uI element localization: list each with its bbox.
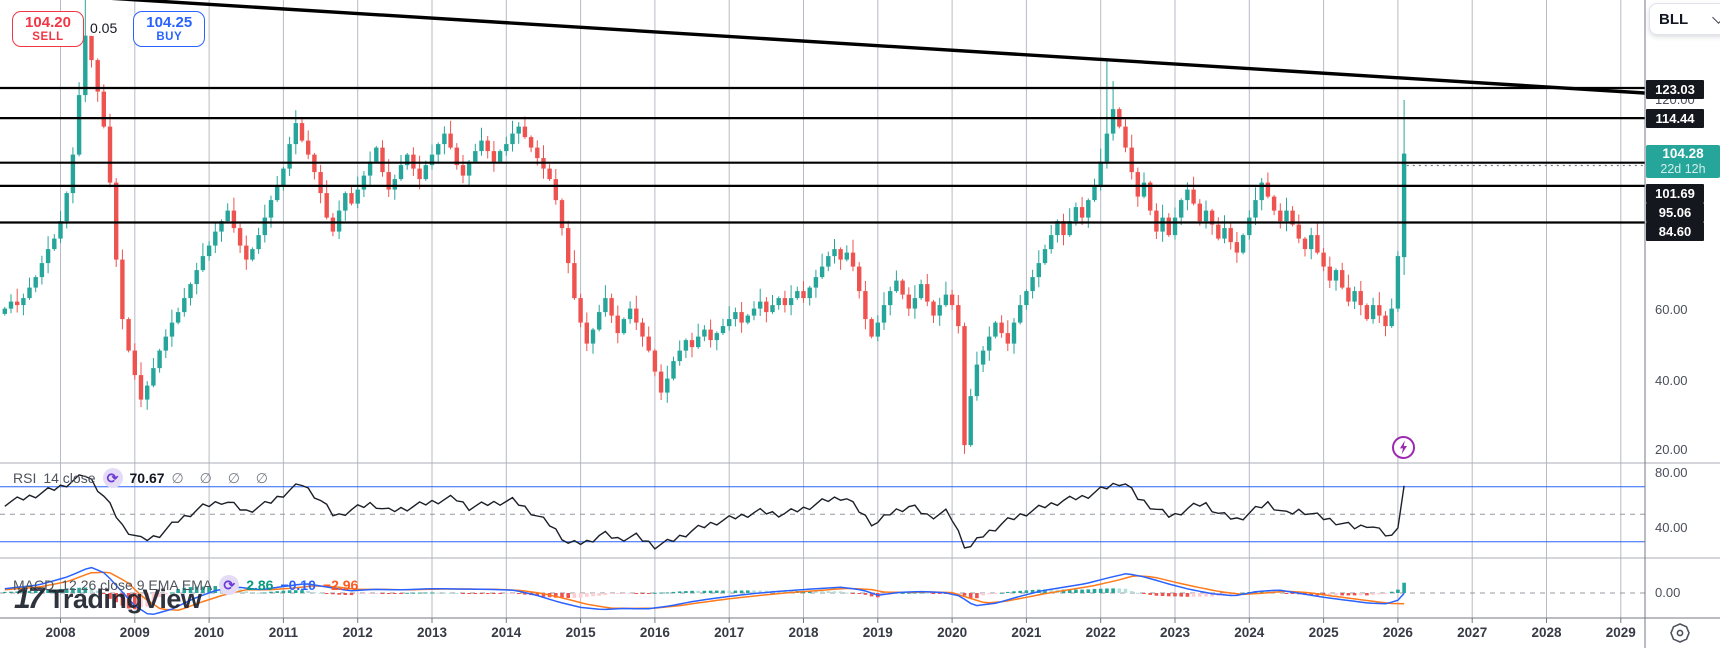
tradingview-logo-text: TradingView xyxy=(48,583,202,614)
price-level-badge: 101.69 xyxy=(1646,183,1704,203)
buy-label: BUY xyxy=(156,30,183,43)
macd-line-value: −0.10 xyxy=(280,577,316,593)
axis-year-label: 2029 xyxy=(1605,625,1636,640)
axis-year-label: 2025 xyxy=(1308,625,1339,640)
rsi-title: RSI xyxy=(13,470,37,486)
rsi-legend: RSI 14 close ⟳ 70.67 ∅ ∅ ∅ ∅ xyxy=(13,468,274,488)
macd-params: 12 26 close 9 EMA EMA xyxy=(61,577,213,593)
price-axis[interactable]: 120.00 60.00 40.00 20.00 80.00 40.00 0.00 123.0… xyxy=(1646,0,1720,618)
sell-price: 104.20 xyxy=(25,14,71,32)
sell-button[interactable]: 104.20 SELL xyxy=(12,11,84,47)
chevron-down-icon xyxy=(1712,10,1720,24)
axis-year-label: 2017 xyxy=(714,625,745,640)
macd-hist-value: 2.86 xyxy=(246,577,274,593)
axis-year-label: 2020 xyxy=(937,625,968,640)
axis-year-label: 2011 xyxy=(268,625,299,640)
axis-price-label: 60.00 xyxy=(1655,302,1688,317)
axis-year-label: 2010 xyxy=(194,625,225,640)
current-price-badge: 104.28 22d 12h xyxy=(1646,144,1720,178)
price-level-badge: 114.44 xyxy=(1646,108,1704,128)
axis-year-label: 2028 xyxy=(1531,625,1562,640)
axis-year-label: 2015 xyxy=(565,625,596,640)
axis-price-label: 80.00 xyxy=(1655,465,1688,480)
rsi-reload-icon[interactable]: ⟳ xyxy=(102,468,123,488)
macd-legend: MACD 12 26 close 9 EMA EMA ⟳ 2.86 −0.10 … xyxy=(13,575,358,595)
macd-signal-value: −2.96 xyxy=(322,577,359,593)
buy-button[interactable]: 104.25 BUY xyxy=(133,11,206,47)
buy-price: 104.25 xyxy=(146,14,193,32)
axis-year-label: 2014 xyxy=(491,625,522,640)
axis-year-label: 2012 xyxy=(342,625,373,640)
axis-year-label: 2009 xyxy=(119,625,150,640)
order-panel: 104.20 SELL 0.05 104.25 BUY xyxy=(12,11,206,47)
axis-year-label: 2023 xyxy=(1159,625,1191,640)
bar-countdown: 22d 12h xyxy=(1660,161,1706,176)
axis-year-label: 2021 xyxy=(1011,625,1042,640)
scale-settings-icon[interactable] xyxy=(1668,622,1692,644)
axis-year-label: 2026 xyxy=(1382,625,1413,640)
rsi-value: 70.67 xyxy=(129,470,165,486)
current-price: 104.28 xyxy=(1662,146,1704,162)
axis-price-label: 40.00 xyxy=(1655,373,1688,388)
event-lightning-icon[interactable] xyxy=(1391,435,1416,460)
axis-year-label: 2018 xyxy=(788,625,819,640)
symbol-selector[interactable]: BLL xyxy=(1649,3,1720,35)
axis-price-label: 40.00 xyxy=(1655,520,1688,535)
tradingview-logo: 17 TradingView xyxy=(14,582,202,616)
axis-year-label: 2013 xyxy=(416,625,448,640)
macd-reload-icon[interactable]: ⟳ xyxy=(219,575,240,595)
axis-year-label: 2016 xyxy=(639,625,670,640)
axis-price-label: 0.00 xyxy=(1655,585,1681,600)
axis-year-label: 2019 xyxy=(862,625,893,640)
axis-year-label: 2022 xyxy=(1085,625,1116,640)
price-level-badge: 84.60 xyxy=(1646,221,1704,241)
axis-year-label: 2024 xyxy=(1234,625,1265,640)
rsi-params: 14 close xyxy=(43,470,96,486)
axis-year-label: 2008 xyxy=(45,625,76,640)
tradingview-logo-mark: 17 xyxy=(14,582,44,615)
axis-price-label: 20.00 xyxy=(1655,442,1688,457)
axis-year-label: 2027 xyxy=(1457,625,1488,640)
price-level-badge: 123.03 xyxy=(1646,79,1704,99)
symbol-label: BLL xyxy=(1659,10,1689,28)
rsi-empty-values: ∅ ∅ ∅ ∅ xyxy=(171,469,274,486)
time-axis[interactable]: 2008 2009 2010 2011 2012 2013 2014 2015 2016 2017… xyxy=(0,618,1720,648)
spread-value: 0.05 xyxy=(88,20,120,36)
price-level-badge: 95.06 xyxy=(1646,202,1704,222)
macd-title: MACD xyxy=(13,577,55,593)
sell-label: SELL xyxy=(32,30,64,43)
